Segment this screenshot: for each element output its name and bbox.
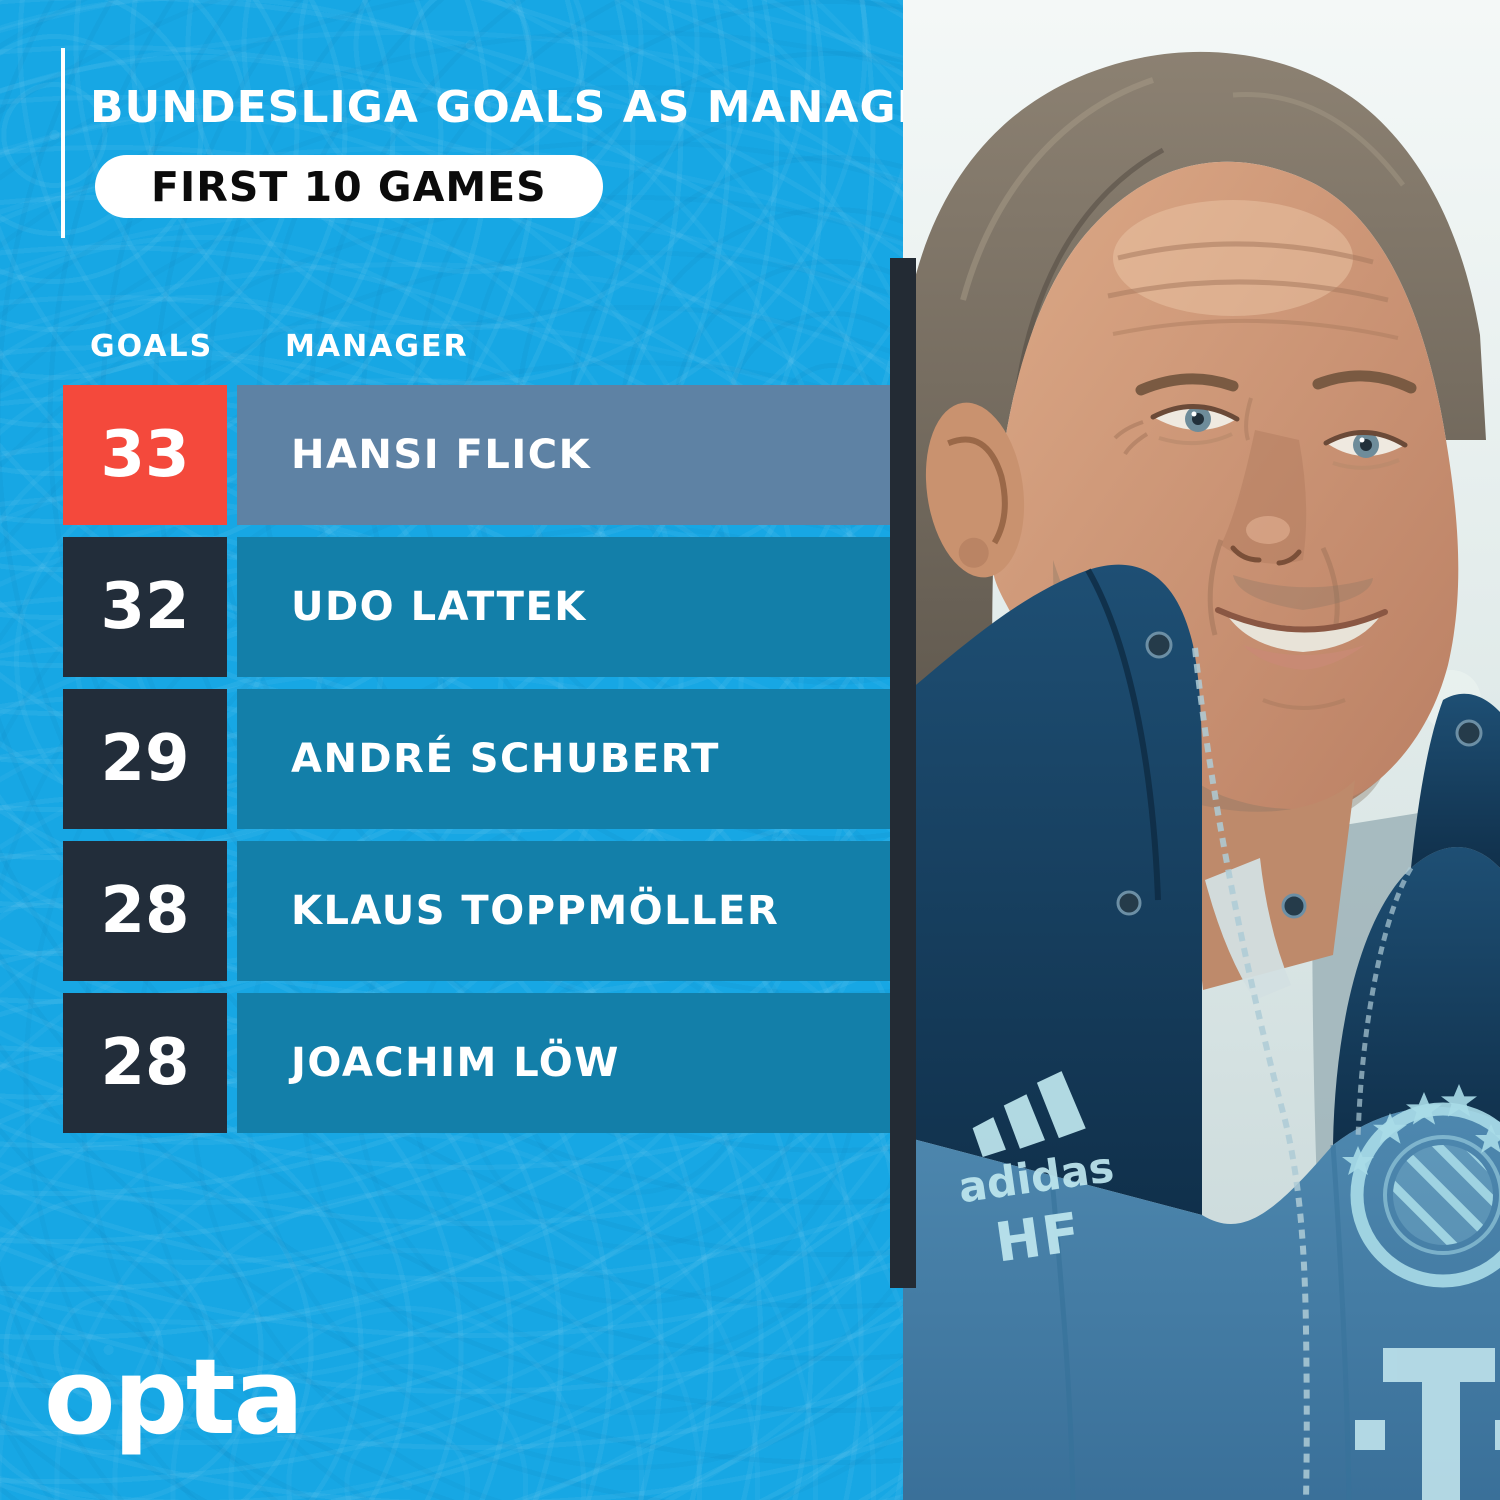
table-row: 29 ANDRÉ SCHUBERT (63, 689, 890, 829)
eye-left (1150, 404, 1240, 446)
ear (925, 402, 1025, 578)
goals-value: 33 (63, 385, 227, 525)
goals-value: 28 (63, 993, 227, 1133)
manager-name: KLAUS TOPPMÖLLER (291, 888, 780, 934)
adidas-logo: adidas HF (955, 1071, 1117, 1275)
jacket-initials: HF (991, 1200, 1085, 1274)
shirt-collar (1205, 858, 1291, 1000)
club-crest (1350, 1102, 1500, 1288)
jacket-collar-right (1333, 846, 1500, 1145)
table-row: 33 HANSI FLICK (63, 385, 890, 525)
stat-panel: BUNDESLIGA GOALS AS MANAGER FIRST 10 GAM… (0, 0, 962, 1500)
zipper (1192, 647, 1310, 1500)
eyebrow-left (1135, 373, 1239, 396)
shadow-strip (890, 258, 916, 1288)
mouth-smile (1215, 607, 1388, 670)
opta-logo: opta (44, 1336, 304, 1458)
manager-name-bar: KLAUS TOPPMÖLLER (237, 841, 890, 981)
photo-hansi-flick: adidas HF (903, 0, 1500, 1500)
snap-buttons (1116, 631, 1483, 919)
column-header-goals: GOALS (90, 329, 214, 364)
jacket-collar-left (903, 564, 1202, 1215)
manager-name-bar: JOACHIM LÖW (237, 993, 890, 1133)
goals-value: 32 (63, 537, 227, 677)
eyebrow-right (1312, 370, 1417, 394)
table-row: 32 UDO LATTEK (63, 537, 890, 677)
column-header-manager: MANAGER (285, 329, 469, 364)
manager-name: JOACHIM LÖW (291, 1040, 620, 1086)
manager-name-bar: UDO LATTEK (237, 537, 890, 677)
goals-value: 29 (63, 689, 227, 829)
manager-name: ANDRÉ SCHUBERT (291, 736, 720, 782)
manager-name: UDO LATTEK (291, 584, 587, 630)
ranking-rows: 33 HANSI FLICK 32 UDO LATTEK 29 ANDRÉ SC… (63, 385, 890, 1133)
manager-name: HANSI FLICK (291, 432, 592, 478)
subtitle-badge: FIRST 10 GAMES (95, 155, 603, 218)
table-row: 28 KLAUS TOPPMÖLLER (63, 841, 890, 981)
title-rule (61, 48, 65, 238)
hair (903, 51, 1486, 780)
eye-right (1323, 430, 1408, 470)
table-row: 28 JOACHIM LÖW (63, 993, 890, 1133)
page-title: BUNDESLIGA GOALS AS MANAGER (90, 82, 963, 133)
manager-name-bar: ANDRÉ SCHUBERT (237, 689, 890, 829)
telekom-logo (1355, 1348, 1500, 1500)
goals-value: 28 (63, 841, 227, 981)
manager-name-bar: HANSI FLICK (237, 385, 890, 525)
